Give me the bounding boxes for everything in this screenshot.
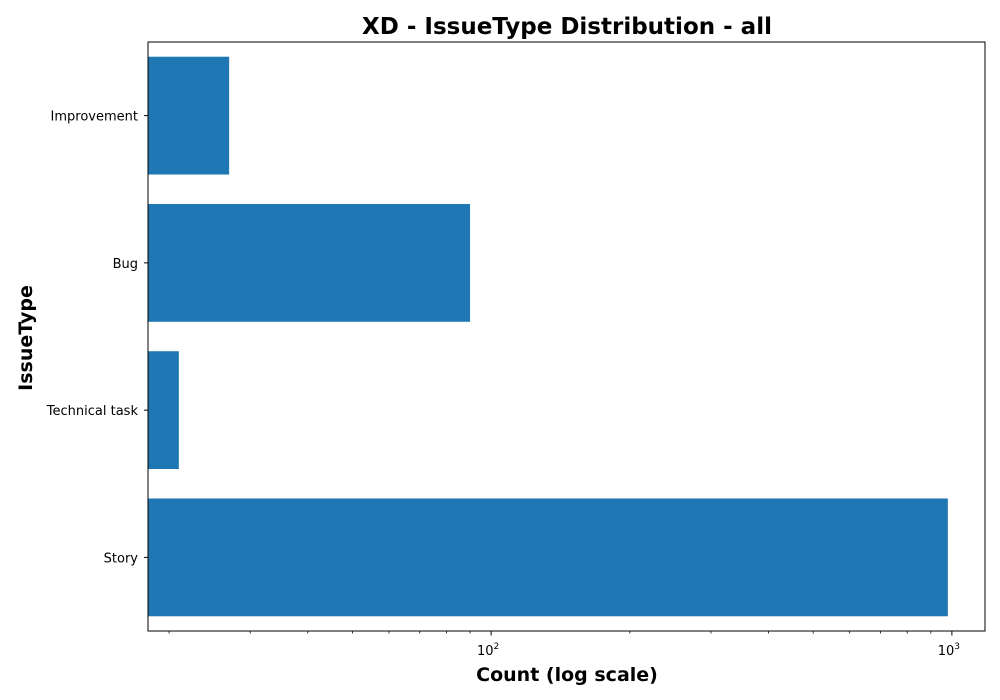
y-tick-label-bug: Bug xyxy=(113,257,138,272)
bar-technical-task xyxy=(148,351,179,469)
y-tick-label-improvement: Improvement xyxy=(51,110,138,125)
y-axis-ticks: Story Technical task Bug Improvement xyxy=(46,110,148,567)
x-tick-label-exponent: 3 xyxy=(954,642,960,652)
bar-bug xyxy=(148,204,470,322)
x-tick-label-100: 102 xyxy=(477,642,499,659)
x-tick-label-exponent: 2 xyxy=(494,642,500,652)
y-tick-label-technical-task: Technical task xyxy=(46,404,139,419)
chart-title: XD - IssueType Distribution - all xyxy=(362,14,772,40)
x-tick-label-1000: 103 xyxy=(938,642,960,659)
y-axis-label: IssueType xyxy=(15,285,37,391)
bar-story xyxy=(148,498,948,616)
bars-group xyxy=(148,57,948,617)
x-tick-label-base: 10 xyxy=(477,644,494,659)
bar-improvement xyxy=(148,57,229,175)
y-tick-label-story: Story xyxy=(104,551,139,566)
x-axis-label: Count (log scale) xyxy=(476,664,658,686)
x-axis-ticks: 102 103 xyxy=(169,631,960,659)
x-tick-label-base: 10 xyxy=(938,644,955,659)
